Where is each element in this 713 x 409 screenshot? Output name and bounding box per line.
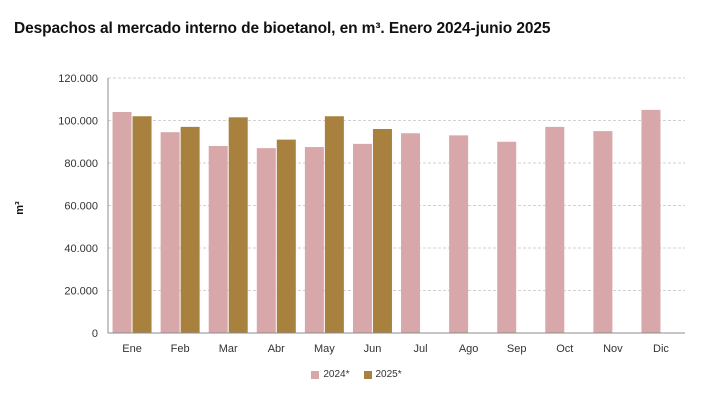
bar-2024-ene [112, 112, 132, 333]
x-tick-label: Ago [459, 343, 479, 355]
bar-2024-mar [208, 146, 228, 333]
x-tick-label: Abr [268, 343, 285, 355]
gridlines [108, 77, 685, 291]
legend-label-2024: 2024* [323, 369, 350, 380]
bar-2025-ene [132, 116, 152, 333]
x-tick-label: Jul [414, 343, 428, 355]
y-tick-label: 60.000 [64, 201, 98, 213]
bar-2024-oct [545, 126, 565, 333]
bars [112, 109, 661, 333]
bar-2024-jun [352, 143, 372, 333]
y-tick-label: 0 [92, 328, 98, 340]
bar-2024-abr [256, 148, 276, 333]
y-tick-label: 20.000 [64, 286, 98, 298]
bar-2025-may [324, 116, 344, 333]
bar-2025-mar [228, 117, 248, 333]
legend: 2024* 2025* [0, 369, 713, 380]
chart-title: Despachos al mercado interno de bioetano… [14, 20, 551, 37]
y-axis-ticks: 0 20.000 40.000 60.000 80.000 100.000 120.000 [58, 73, 98, 340]
x-tick-label: Jun [364, 343, 382, 355]
x-axis-ticks: Ene Feb Mar Abr May Jun Jul Ago Sep Oct Nov Dic [122, 343, 669, 355]
x-tick-label: Oct [556, 343, 573, 355]
bar-2025-feb [180, 126, 200, 333]
bar-2024-ago [449, 135, 469, 333]
legend-swatch-2024 [311, 370, 320, 379]
legend-swatch-2025 [363, 370, 372, 379]
x-tick-label: Ene [122, 343, 142, 355]
y-tick-label: 120.000 [58, 73, 98, 85]
x-tick-label: Sep [507, 343, 527, 355]
legend-item-2025: 2025* [363, 369, 402, 380]
bar-2024-nov [593, 131, 613, 333]
y-tick-label: 100.000 [58, 116, 98, 128]
y-axis-label: m³ [14, 201, 26, 215]
x-tick-label: Feb [171, 343, 190, 355]
bar-2024-feb [160, 132, 180, 333]
bar-2025-abr [276, 139, 296, 333]
bar-2024-jul [401, 133, 421, 333]
x-tick-label: Nov [603, 343, 623, 355]
x-tick-label: Dic [653, 343, 669, 355]
bar-2024-dic [641, 109, 661, 333]
y-tick-label: 40.000 [64, 243, 98, 255]
bar-2024-sep [497, 141, 517, 333]
y-tick-label: 80.000 [64, 158, 98, 170]
bar-2025-jun [372, 129, 392, 333]
x-tick-label: May [314, 343, 335, 355]
legend-label-2025: 2025* [375, 369, 402, 380]
bar-2024-may [304, 147, 324, 333]
x-tick-label: Mar [219, 343, 238, 355]
legend-item-2024: 2024* [311, 369, 350, 380]
